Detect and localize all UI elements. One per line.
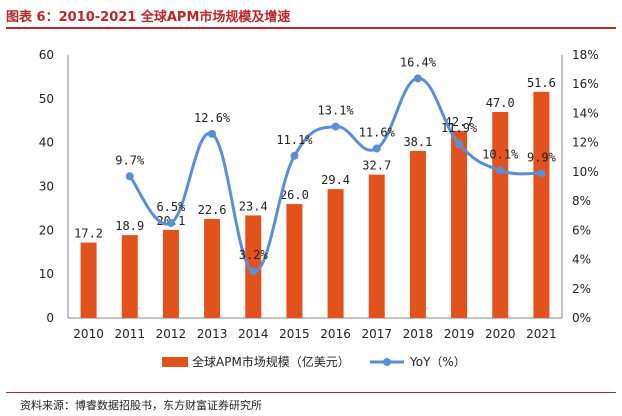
yoy-value-label: 9.9%: [527, 150, 557, 164]
yoy-point: [372, 144, 381, 153]
bar: [286, 204, 303, 318]
yoy-point: [166, 219, 175, 228]
legend-line-label: YoY（%）: [409, 355, 466, 369]
x-tick-label: 2012: [156, 327, 187, 341]
yoy-value-label: 11.6%: [359, 126, 396, 140]
bar: [162, 229, 179, 318]
bar: [533, 91, 550, 318]
yoy-value-label: 12.6%: [194, 111, 231, 125]
source-rule: [6, 392, 616, 393]
x-tick-label: 2019: [444, 327, 475, 341]
y-right-tick-label: 4%: [572, 253, 591, 267]
bar: [80, 242, 97, 318]
yoy-point: [413, 74, 422, 83]
bar-value-label: 38.1: [403, 135, 432, 149]
x-tick-label: 2020: [485, 327, 516, 341]
legend-line-marker: [383, 358, 391, 366]
yoy-value-label: 6.5%: [156, 200, 186, 214]
y-left-tick-label: 0: [46, 311, 54, 325]
yoy-value-label: 16.4%: [400, 55, 437, 69]
bar-value-label: 42.7: [445, 115, 474, 129]
x-tick-label: 2018: [403, 327, 434, 341]
bar: [245, 215, 262, 318]
yoy-value-label: 10.1%: [482, 147, 519, 161]
y-right-tick-label: 6%: [572, 223, 591, 237]
x-tick-label: 2017: [361, 327, 392, 341]
bar: [327, 189, 344, 318]
yoy-value-label: 13.1%: [318, 104, 355, 118]
bar: [409, 150, 426, 318]
x-tick-label: 2015: [279, 327, 310, 341]
yoy-point: [125, 172, 134, 181]
y-right-tick-label: 0%: [572, 311, 591, 325]
bar-value-label: 47.0: [486, 96, 515, 110]
legend-bar-swatch: [162, 357, 188, 367]
x-tick-label: 2013: [197, 327, 228, 341]
yoy-point: [290, 151, 299, 160]
yoy-point: [537, 169, 546, 178]
y-right-tick-label: 10%: [572, 165, 599, 179]
bar: [204, 218, 221, 318]
yoy-value-label: 3.2%: [239, 248, 269, 262]
yoy-point: [331, 122, 340, 131]
figure-title: 图表 6：2010-2021 全球APM市场规模及增速: [6, 10, 291, 25]
y-left-tick-label: 10: [39, 267, 54, 281]
bar-value-label: 26.0: [280, 188, 309, 202]
y-right-tick-label: 12%: [572, 136, 599, 150]
bar: [451, 130, 468, 318]
x-tick-label: 2014: [238, 327, 269, 341]
x-tick-label: 2021: [526, 327, 557, 341]
y-left-tick-label: 40: [39, 136, 54, 150]
bar: [121, 235, 138, 318]
x-tick-label: 2016: [320, 327, 351, 341]
legend-bar-label: 全球APM市场规模（亿美元）: [192, 354, 350, 369]
y-left-tick-label: 30: [39, 180, 54, 194]
y-right-tick-label: 14%: [572, 106, 599, 120]
source-note: 资料来源：博睿数据招股书，东方财富证券研究所: [20, 399, 262, 412]
bar-value-label: 17.2: [74, 227, 103, 241]
yoy-point: [208, 129, 217, 138]
y-right-tick-label: 2%: [572, 282, 591, 296]
bar: [368, 174, 385, 318]
yoy-value-label: 9.7%: [115, 153, 145, 167]
yoy-point: [249, 267, 258, 276]
bar: [492, 111, 509, 318]
bar-value-label: 29.4: [321, 173, 350, 187]
yoy-value-label: 11.1%: [276, 133, 313, 147]
title-rule: [6, 27, 616, 29]
y-left-tick-label: 60: [39, 48, 54, 62]
bar-value-label: 32.7: [362, 159, 391, 173]
yoy-value-label: 11.9%: [441, 121, 478, 135]
yoy-point: [455, 140, 464, 149]
y-right-tick-label: 16%: [572, 77, 599, 91]
x-tick-label: 2010: [73, 327, 104, 341]
x-tick-label: 2011: [114, 327, 145, 341]
bar-value-label: 51.6: [527, 76, 556, 90]
y-right-tick-label: 18%: [572, 48, 599, 62]
bar-value-label: 23.4: [239, 199, 268, 213]
y-right-tick-label: 8%: [572, 194, 591, 208]
yoy-point: [496, 166, 505, 175]
y-left-tick-label: 20: [39, 223, 54, 237]
bar-value-label: 22.6: [198, 203, 227, 217]
bar-value-label: 18.9: [115, 219, 144, 233]
y-left-tick-label: 50: [39, 92, 54, 106]
